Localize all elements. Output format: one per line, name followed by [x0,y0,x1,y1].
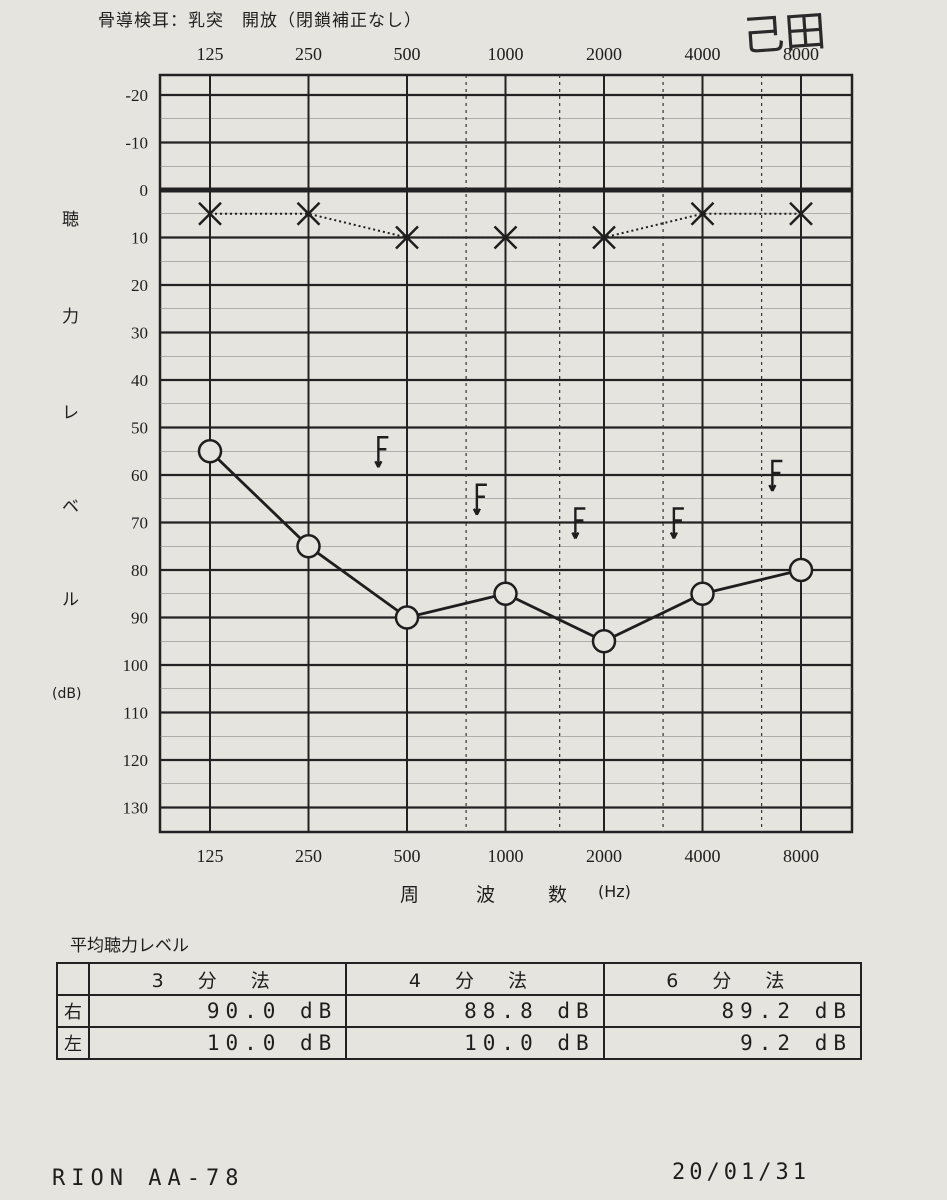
bone-conduction-marker [472,483,487,516]
y-tick-label: 90 [131,609,148,628]
y-tick-label: 10 [131,229,148,248]
x-tick-label-bottom: 4000 [685,846,721,866]
data-point-cross [493,225,518,250]
table-row-right: 右 90.0 dB 88.8 dB 89.2 dB [56,994,863,1028]
data-point-cross [690,201,715,226]
print-date: 20/01/31 [672,1160,810,1185]
x-tick-label-top: 125 [197,44,224,64]
value-cell: 89.2 dB [602,994,863,1028]
y-tick-label: 80 [131,561,148,580]
average-hearing-title: 平均聴力レベル [70,936,189,956]
table-corner-cell [56,962,90,996]
y-axis-label-char: 力 [62,307,79,327]
x-axis-label-char: (Hz) [598,882,631,901]
value-cell: 10.0 dB [345,1026,605,1060]
y-axis-label-char: ベ [62,497,79,517]
y-tick-label: 40 [131,371,148,390]
data-point-cross [296,201,321,226]
data-point-circle [197,439,223,464]
row-label-left: 左 [56,1026,90,1060]
y-axis-label-char: レ [62,403,79,423]
bone-conduction-marker [669,507,684,540]
table-row-left: 左 10.0 dB 10.0 dB 9.2 dB [56,1026,863,1060]
y-tick-label: 0 [140,181,149,200]
data-point-cross [592,225,616,250]
y-axis-label-char: ル [62,590,79,610]
x-axis-label-char: 波 [476,884,496,906]
y-tick-label: 20 [131,276,148,295]
average-hearing-table: 3 分 法 4 分 法 6 分 法 右 90.0 dB 88.8 dB 89.2… [56,962,863,1060]
y-tick-label: 100 [123,656,149,675]
data-point-circle [296,534,321,559]
y-tick-label: 70 [131,514,148,533]
x-axis-label-char: 周 [400,884,420,906]
y-tick-label: -20 [125,86,148,105]
y-tick-label: 120 [123,751,149,770]
data-point-circle [690,581,715,606]
y-tick-label: 50 [131,419,148,438]
x-tick-label-top: 250 [295,44,322,64]
x-tick-label-bottom: 500 [394,846,421,866]
y-axis-label-char: 聴 [62,210,79,230]
value-cell: 88.8 dB [345,994,605,1028]
value-cell: 10.0 dB [87,1026,348,1060]
x-tick-label-bottom: 1000 [488,846,524,866]
x-tick-label-top: 2000 [586,44,622,64]
column-header-3: 3 分 法 [87,962,348,996]
bone-conduction-marker [374,436,389,468]
y-tick-label: 130 [123,799,149,818]
value-cell: 9.2 dB [602,1026,863,1060]
bone-conduction-marker [571,507,586,540]
y-tick-label: 30 [131,324,148,343]
x-tick-label-bottom: 125 [197,846,224,866]
column-header-4: 4 分 法 [345,962,605,996]
audiogram-chart: -20 -10 0 10 20 30 40 50 60 70 80 90 100 110 120 130 125… [123,44,854,866]
value-cell: 90.0 dB [87,994,348,1028]
data-point-cross [198,201,222,226]
chart-header-title: 骨導検耳：乳突 開放（閉鎖補正なし） [98,11,422,31]
device-model: RION AA-78 [52,1166,245,1191]
data-point-circle [394,605,420,630]
x-tick-label-bottom: 2000 [586,846,622,866]
y-tick-label: 60 [131,466,148,485]
data-point-circle [788,557,814,583]
x-tick-label-bottom: 8000 [783,846,819,866]
y-axis-label-char: (dB) [52,686,82,702]
data-point-circle [493,581,518,606]
x-tick-label-top: 4000 [685,44,721,64]
row-label-right: 右 [56,994,90,1028]
data-point-circle [591,629,617,654]
x-tick-label-top: 8000 [783,44,819,64]
data-point-cross [395,225,419,250]
x-axis-label-char: 数 [548,884,568,906]
y-tick-label: 110 [123,704,148,723]
y-tick-label: -10 [125,134,148,153]
x-tick-label-bottom: 250 [295,846,322,866]
table-header-row: 3 分 法 4 分 法 6 分 法 [56,962,863,996]
x-tick-label-top: 1000 [488,44,524,64]
x-tick-label-top: 500 [394,44,421,64]
bone-conduction-marker [768,459,783,492]
column-header-6: 6 分 法 [602,962,863,996]
data-point-cross [789,201,813,226]
